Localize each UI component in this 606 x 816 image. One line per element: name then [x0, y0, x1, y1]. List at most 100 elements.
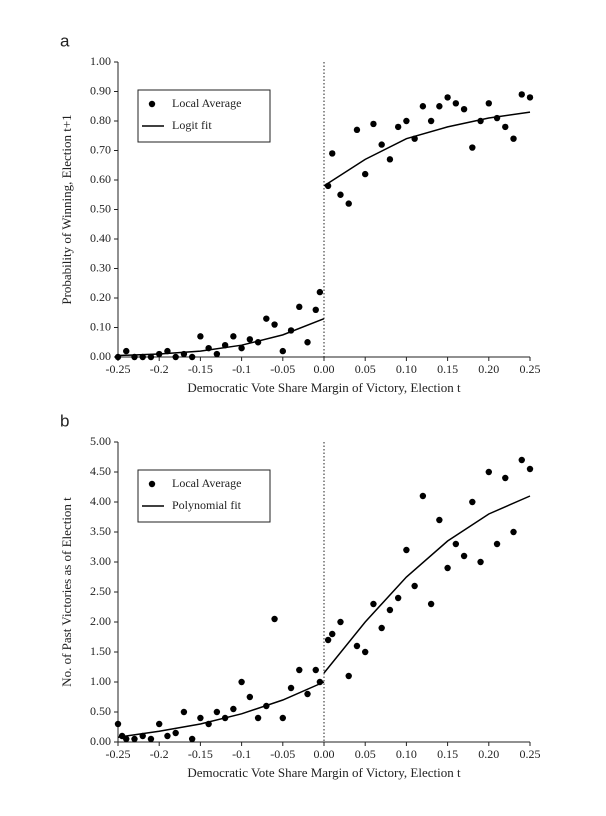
data-point [345, 200, 352, 207]
data-point [180, 708, 188, 716]
data-point [172, 353, 179, 361]
data-point [246, 336, 254, 343]
data-point [502, 123, 509, 131]
data-point [238, 344, 245, 352]
data-point [296, 303, 303, 311]
data-point [213, 350, 221, 358]
y-tick-label: 1.00 [90, 54, 111, 68]
data-point [164, 732, 171, 740]
data-point [312, 306, 319, 313]
data-point [337, 618, 344, 626]
data-point [279, 714, 286, 722]
data-point [254, 714, 262, 722]
data-point [271, 615, 278, 623]
y-tick-label: 0.60 [90, 172, 111, 186]
x-tick-label: 0.25 [520, 362, 541, 376]
legend-box [137, 89, 271, 143]
x-tick-label: 0.05 [355, 362, 376, 376]
data-point [147, 353, 155, 361]
x-tick-label: -0.25 [106, 747, 131, 761]
data-point [316, 288, 324, 296]
data-point [172, 729, 179, 737]
y-axis-label: Probability of Winning, Election t+1 [59, 114, 74, 304]
data-point [436, 103, 443, 110]
y-tick-label: 0.20 [90, 290, 111, 304]
y-tick-label: 0.30 [90, 260, 111, 274]
y-tick-label: 0.90 [90, 83, 111, 97]
x-tick-label: 0.10 [396, 747, 417, 761]
data-point [337, 191, 344, 198]
data-point [427, 117, 435, 125]
data-point [147, 735, 155, 743]
y-tick-label: 0.10 [90, 319, 111, 333]
data-point [452, 100, 460, 107]
data-point [123, 347, 130, 355]
y-tick-label: 3.50 [90, 524, 111, 538]
data-point [436, 516, 443, 524]
x-tick-label: -0.2 [150, 747, 169, 761]
x-tick-label: 0.05 [355, 747, 376, 761]
data-point [386, 156, 394, 163]
fit-line [117, 495, 531, 738]
data-point [263, 315, 270, 322]
y-tick-label: 0.50 [90, 201, 111, 215]
data-point [197, 714, 204, 722]
data-point [444, 94, 451, 101]
y-tick-label: 0.00 [90, 349, 111, 363]
x-tick-label: -0.2 [150, 362, 169, 376]
data-point [230, 705, 237, 713]
data-point [279, 347, 286, 355]
x-tick-label: 0.00 [314, 362, 335, 376]
legend-marker [148, 480, 156, 488]
data-point [526, 94, 534, 101]
data-point [353, 126, 361, 134]
fit-line [117, 111, 531, 357]
data-point [353, 642, 361, 650]
x-tick-label: -0.15 [188, 362, 213, 376]
data-point [510, 135, 517, 142]
data-point [304, 690, 311, 698]
data-point [362, 648, 369, 656]
panel-label: a [60, 31, 70, 50]
data-point [271, 321, 278, 328]
data-point [378, 141, 385, 148]
data-point [287, 684, 295, 692]
panel-label: b [60, 411, 69, 430]
y-tick-label: 2.00 [90, 614, 111, 628]
y-tick-label: 1.00 [90, 674, 111, 688]
x-tick-label: 0.10 [396, 362, 417, 376]
y-tick-label: 4.50 [90, 464, 111, 478]
x-tick-label: 0.20 [478, 747, 499, 761]
data-point [156, 720, 163, 728]
y-tick-label: 2.50 [90, 584, 111, 598]
data-point [312, 666, 319, 674]
data-point [370, 120, 377, 128]
data-point [378, 624, 385, 632]
y-tick-label: 0.50 [90, 704, 111, 718]
data-point [510, 528, 517, 536]
data-point [518, 456, 525, 464]
y-tick-label: 1.50 [90, 644, 111, 658]
data-point [502, 474, 509, 482]
data-point [460, 106, 468, 113]
x-tick-label: -0.25 [106, 362, 131, 376]
y-tick-label: 0.80 [90, 113, 111, 127]
data-point [485, 100, 492, 107]
data-point [370, 600, 377, 608]
data-point [197, 333, 204, 340]
x-tick-label: 0.25 [520, 747, 541, 761]
y-tick-label: 0.40 [90, 231, 111, 245]
data-point [452, 540, 460, 548]
data-point [114, 720, 122, 728]
data-point [526, 465, 534, 473]
x-tick-label: 0.15 [437, 362, 458, 376]
data-point [131, 735, 138, 743]
data-point [213, 708, 221, 716]
data-point [411, 582, 418, 590]
data-point [403, 546, 410, 554]
data-point [238, 678, 245, 686]
data-point [485, 468, 492, 476]
data-point [329, 150, 336, 157]
y-tick-label: 3.00 [90, 554, 111, 568]
